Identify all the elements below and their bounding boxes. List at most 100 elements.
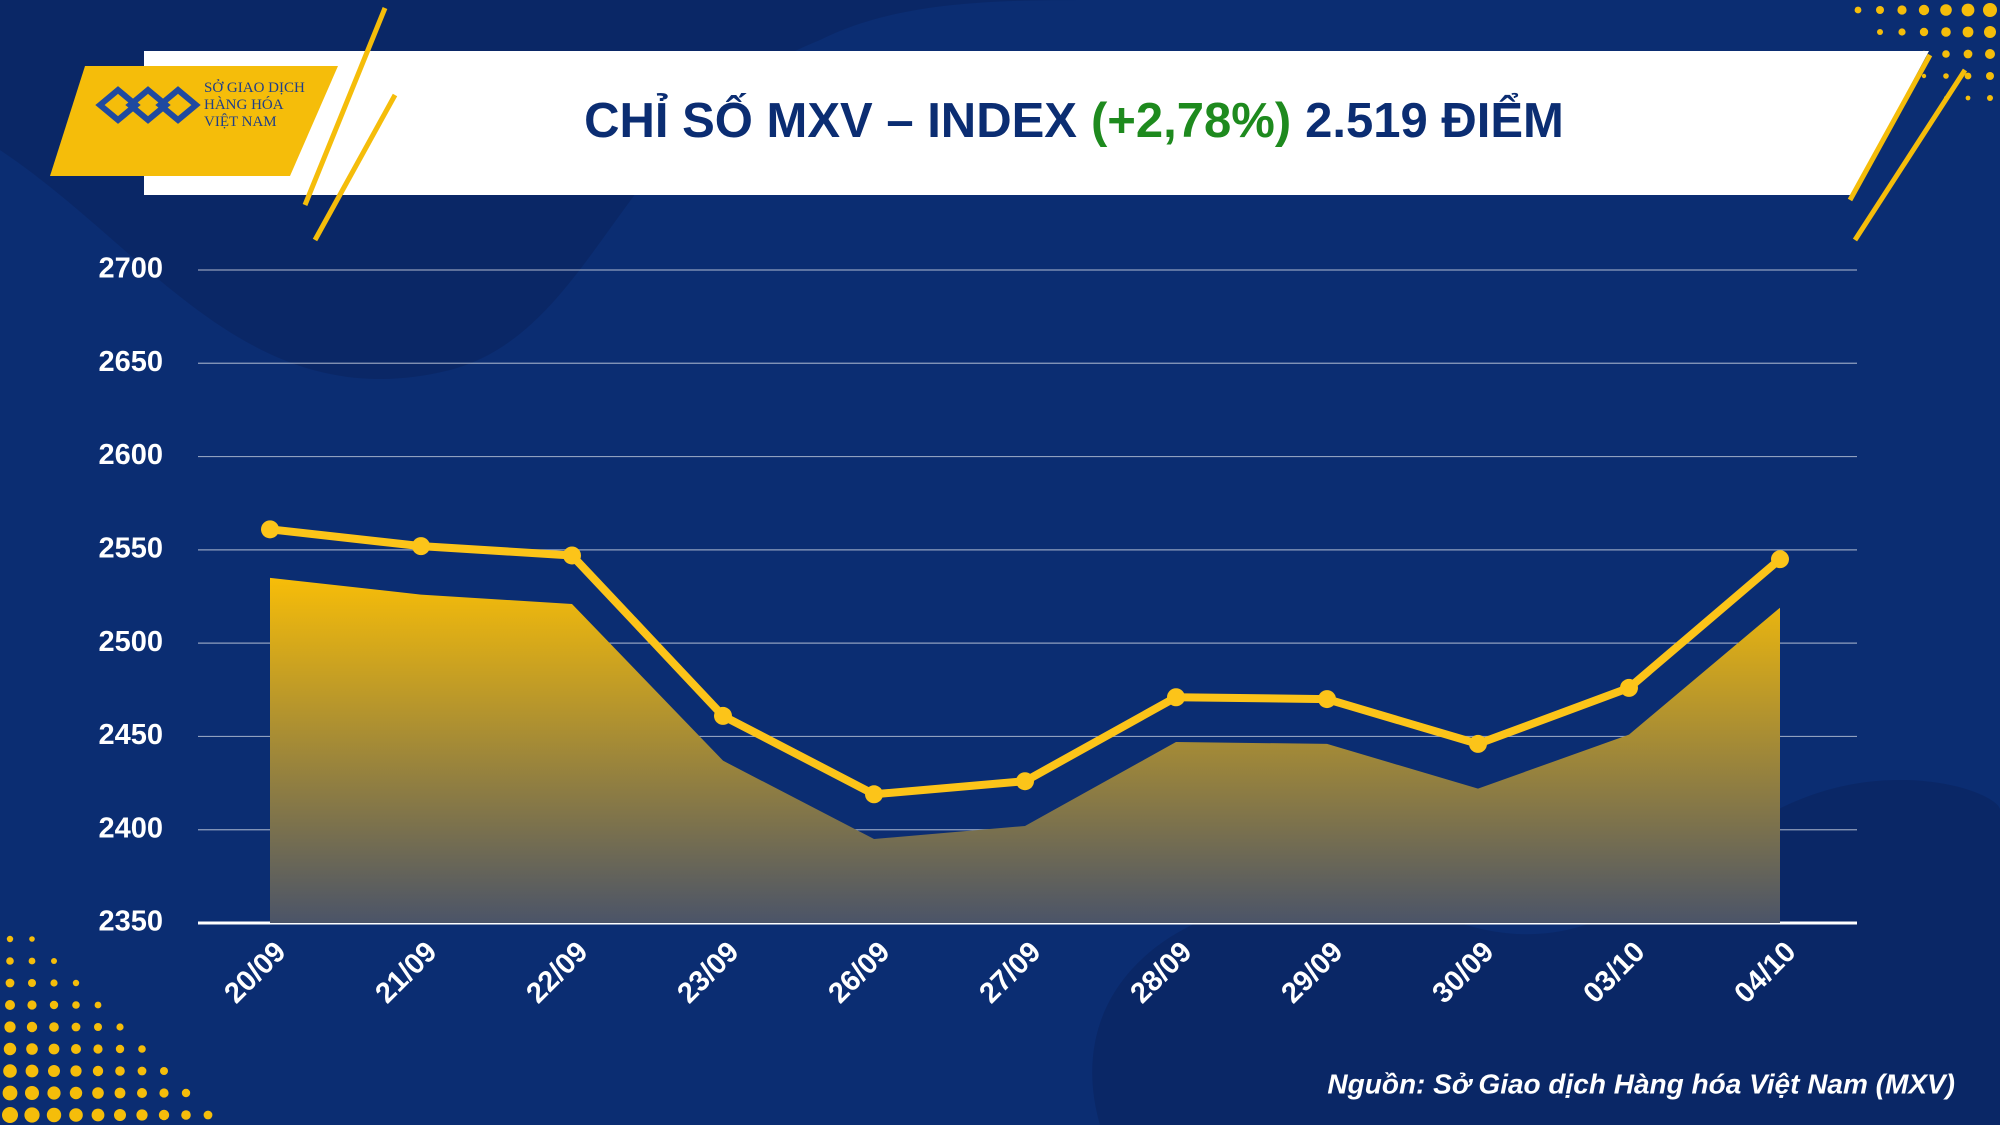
title-value: 2.519 ĐIỂM [1305,93,1564,148]
decor-dot [49,1000,59,1010]
decor-dot [93,1044,103,1054]
decor-dot [92,1065,104,1077]
point [1016,772,1034,791]
decor-dot [71,1022,81,1032]
decor-dot [25,1064,39,1078]
decor-dot [1854,6,1862,14]
decor-dot [25,1086,39,1100]
point [261,520,279,539]
point [1318,690,1336,709]
decor-dot [137,1066,147,1076]
decor-dot [3,1042,17,1056]
y-tick-label: 2500 [98,626,163,658]
point [1469,734,1487,753]
decor-dot [136,1109,148,1121]
point [865,785,883,804]
decor-dot [2,1085,18,1101]
decor-dot [158,1109,170,1121]
decor-dot [1876,6,1884,14]
decor-dot [91,1108,105,1122]
decor-dot [5,1000,15,1010]
decor-dot [94,1001,102,1009]
chart-title: CHỈ SỐ MXV – INDEX (+2,78%) 2.519 ĐIỂM [584,93,1564,148]
decor-dot [138,1045,146,1053]
point [1167,688,1185,707]
y-tick-label: 2700 [98,253,163,285]
decor-dot [3,1064,17,1078]
decor-dot [50,979,58,987]
y-tick-label: 2400 [98,812,163,844]
decor-dot [6,957,14,965]
point [1771,550,1789,569]
decor-dot [48,1065,60,1077]
decor-dot [1987,95,1993,101]
decor-dot [26,1021,38,1033]
decor-stripe [1852,68,1968,242]
decor-dot [69,1108,83,1122]
title-banner [144,51,1929,195]
decor-dot [92,1087,104,1099]
decor-dot [1964,72,1972,80]
decor-dot [6,935,14,943]
decor-dot [1984,26,1996,38]
logo-text: SỞ GIAO DỊCH HÀNG HÓA VIỆT NAM [204,79,309,130]
decor-dot [1942,50,1950,58]
decor-dot [1943,73,1949,79]
decor-dot [1898,28,1906,36]
decor-dot [137,1088,147,1098]
decor-dot [1877,29,1883,35]
y-tick-label: 2550 [98,533,163,565]
decor-dot [48,1043,60,1055]
y-tick-label: 2450 [98,719,163,751]
decor-dot [181,1110,191,1120]
y-tick-label: 2650 [98,346,163,378]
decor-dot [1985,49,1995,59]
decor-dot [1940,4,1952,16]
decor-dot [1918,4,1930,16]
decor-dot [46,1107,62,1123]
title-main: CHỈ SỐ MXV – INDEX [584,93,1077,148]
decor-dot [69,1086,83,1100]
decor-dot [26,1043,38,1055]
decor-stripe [302,7,388,206]
source-note: Nguồn: Sở Giao dịch Hàng hóa Việt Nam (M… [1327,1068,1955,1099]
decor-dot [47,1086,61,1100]
decor-dot [1961,3,1975,17]
decor-dot [28,957,36,965]
logo-line: SỞ GIAO DỊCH [204,79,305,96]
decor-dot [94,1023,102,1031]
decor-dot [1965,95,1971,101]
decor-dot [28,979,36,987]
point [1620,678,1638,697]
area [270,577,1780,923]
decor-dot [1897,5,1907,15]
decor-dot [5,978,15,988]
y-tick-label: 2350 [98,906,163,938]
decor-dot [70,1065,82,1077]
decor-dot [116,1023,124,1031]
y-tick-label: 2600 [98,439,163,471]
decor-dot [114,1087,126,1099]
decor-dot [1941,27,1951,37]
decor-dot [1983,3,1997,17]
decor-stripe [1847,53,1933,202]
decor-dot [1986,72,1994,80]
decor-dot [51,958,57,964]
decor-dot [115,1066,125,1076]
decor-dot [181,1088,191,1098]
decor-dot [1919,27,1929,37]
decor-dot [2,1107,18,1123]
decor-dot [71,1044,81,1054]
point [563,546,581,565]
logo-line: HÀNG HÓA [204,96,284,113]
point [714,706,732,725]
title-change: (+2,78%) [1091,94,1291,148]
decor-dot [1963,49,1973,59]
decor-dot [1962,26,1974,38]
decor-dot [114,1109,126,1121]
decor-dot [203,1110,213,1120]
decor-dot [4,1021,16,1033]
logo-line: VIỆT NAM [204,113,277,130]
